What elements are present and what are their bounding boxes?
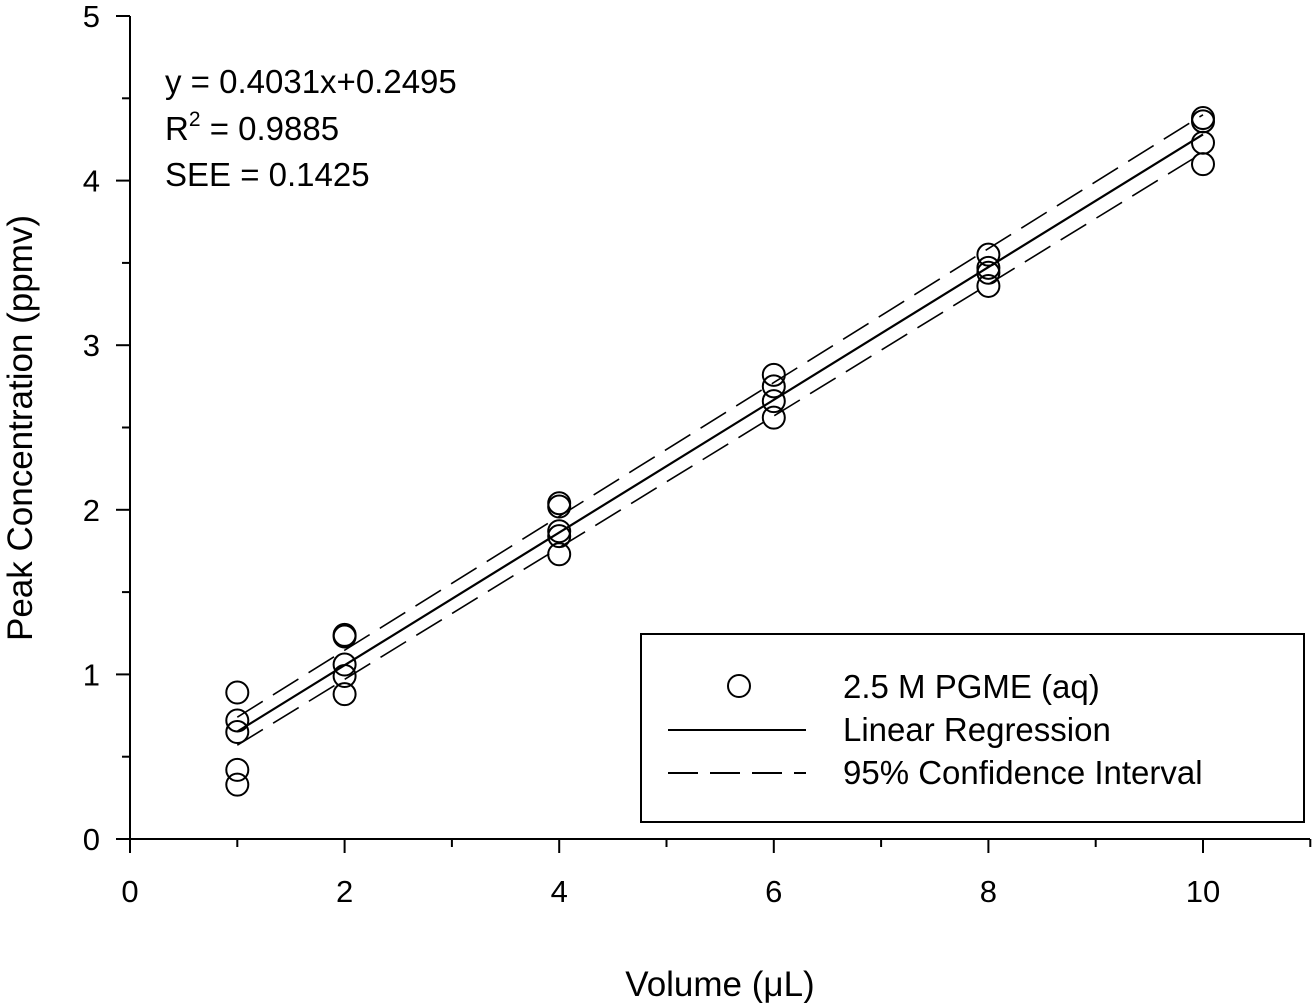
y-axis-title: Peak Concentration (ppmv)	[1, 215, 40, 641]
data-point	[226, 682, 248, 704]
y-tick-label: 1	[83, 657, 100, 692]
r-squared-label: R2 = 0.9885	[165, 108, 339, 147]
y-tick-label: 4	[83, 164, 100, 199]
r-squared-value: = 0.9885	[201, 110, 340, 147]
legend-label-scatter: 2.5 M PGME (aq)	[843, 668, 1100, 705]
data-point	[334, 626, 356, 648]
r-squared-superscript: 2	[189, 108, 201, 131]
x-tick-label: 2	[336, 874, 353, 909]
x-ticks: 0 2 4 6 8 10	[121, 839, 1310, 909]
x-axis-title: Volume (μL)	[625, 965, 814, 1003]
data-point	[763, 407, 785, 429]
data-point	[334, 624, 356, 646]
x-tick-label: 6	[765, 874, 782, 909]
x-tick-label: 0	[121, 874, 138, 909]
x-tick-label: 4	[551, 874, 568, 909]
legend-label-regression: Linear Regression	[843, 711, 1111, 748]
y-tick-label: 2	[83, 493, 100, 528]
data-point	[548, 520, 570, 542]
x-tick-label: 8	[980, 874, 997, 909]
r-squared-prefix: R	[165, 110, 189, 147]
data-point	[226, 774, 248, 796]
y-tick-label: 3	[83, 328, 100, 363]
legend-label-confidence: 95% Confidence Interval	[843, 754, 1203, 791]
y-tick-label: 5	[83, 0, 100, 34]
regression-equation: y = 0.4031x+0.2495	[165, 63, 457, 100]
see-label: SEE = 0.1425	[165, 156, 370, 193]
legend: 2.5 M PGME (aq) Linear Regression 95% Co…	[641, 634, 1304, 822]
y-ticks: 0 1 2 3 4 5	[83, 0, 130, 857]
data-point	[1192, 153, 1214, 175]
ci-upper-line	[237, 115, 1203, 717]
x-tick-label: 10	[1186, 874, 1220, 909]
y-tick-label: 0	[83, 822, 100, 857]
